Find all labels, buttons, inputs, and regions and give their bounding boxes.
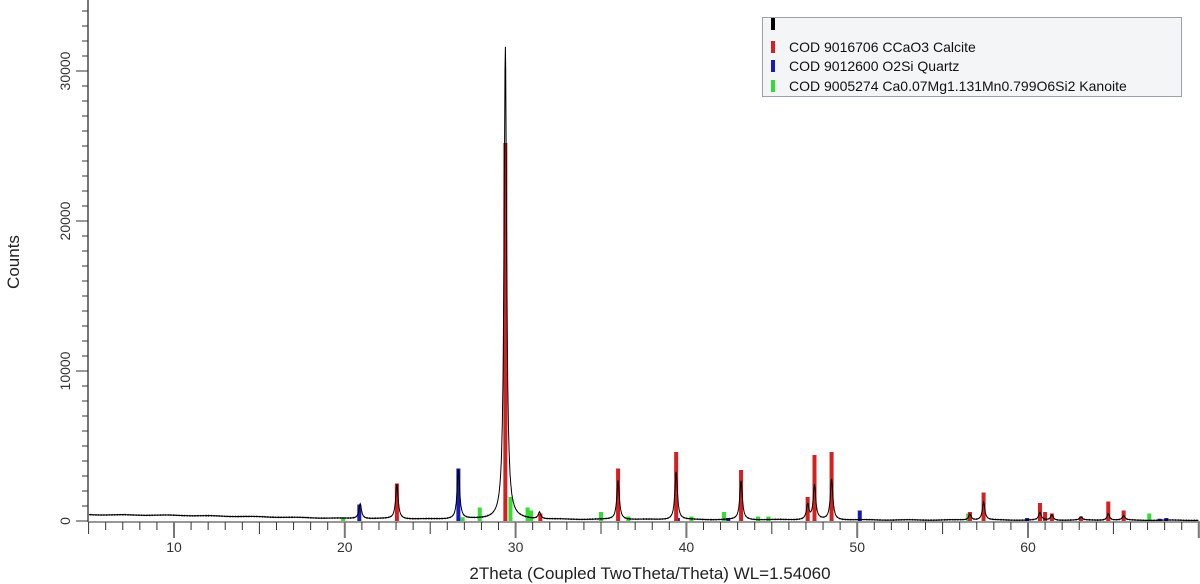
legend-label: COD 9012600 O2Si Quartz <box>789 58 960 74</box>
reference-stick <box>1106 501 1111 521</box>
reference-stick <box>674 452 679 521</box>
x-ticks: 10 20 30 40 50 60 <box>88 522 1200 555</box>
reference-stick <box>857 510 862 521</box>
legend-swatch-green <box>771 80 775 92</box>
reference-stick <box>456 468 461 521</box>
x-axis-title: 2Theta (Coupled TwoTheta/Theta) WL=1.540… <box>469 564 830 583</box>
reference-stick <box>503 143 508 521</box>
legend-swatch-red <box>771 41 775 53</box>
reference-stick <box>460 517 465 521</box>
measured-pattern-line <box>88 46 1199 522</box>
y-ticks: 0 10000 20000 30000 <box>57 10 88 525</box>
reference-stick <box>1164 518 1169 521</box>
reference-stick <box>525 507 530 521</box>
legend-item-measured <box>771 18 789 33</box>
legend-swatch-blue <box>771 60 775 72</box>
x-tick-label: 30 <box>508 539 524 555</box>
legend-label: COD 9016706 CCaO3 Calcite <box>789 39 976 55</box>
reference-stick <box>1049 513 1054 521</box>
reference-stick <box>805 497 810 521</box>
y-tick-label: 20000 <box>57 201 73 240</box>
legend-item-kanoite: COD 9005274 Ca0.07Mg1.131Mn0.799O6Si2 Ka… <box>771 77 1127 95</box>
reference-stick <box>599 512 603 521</box>
reference-stick <box>341 517 346 521</box>
reference-stick <box>1078 516 1083 521</box>
y-tick-label: 0 <box>57 517 73 525</box>
reference-stick <box>357 504 362 521</box>
x-tick-label: 20 <box>337 539 353 555</box>
reference-stick <box>538 513 543 521</box>
reference-stick <box>981 492 986 521</box>
y-tick-label: 30000 <box>57 51 73 90</box>
reference-stick <box>829 452 834 521</box>
x-tick-label: 50 <box>849 539 865 555</box>
legend-item-quartz: COD 9012600 O2Si Quartz <box>771 57 959 75</box>
reference-stick <box>1043 512 1048 521</box>
reference-stick <box>721 512 726 521</box>
reference-stick <box>1147 513 1152 521</box>
legend-label: COD 9005274 Ca0.07Mg1.131Mn0.799O6Si2 Ka… <box>789 78 1127 94</box>
x-tick-label: 10 <box>166 539 182 555</box>
reference-stick <box>739 470 744 521</box>
reference-stick <box>726 518 731 521</box>
legend-swatch-black <box>771 18 775 30</box>
legend: COD 9016706 CCaO3 Calcite COD 9012600 O2… <box>762 17 1182 97</box>
reference-stick <box>616 468 621 521</box>
reference-stick <box>508 497 513 521</box>
y-axis-title: Counts <box>4 235 23 289</box>
reference-stick <box>477 507 482 521</box>
legend-item-calcite: COD 9016706 CCaO3 Calcite <box>771 38 976 56</box>
reference-stick <box>812 455 817 521</box>
axes: 0 10000 20000 30000 10 20 30 40 50 60 <box>57 0 1200 555</box>
y-tick-label: 10000 <box>57 351 73 390</box>
reference-stick <box>967 512 972 521</box>
reference-stick <box>766 516 771 521</box>
x-tick-label: 40 <box>679 539 695 555</box>
reference-stick <box>394 483 399 521</box>
reference-stick <box>756 516 761 521</box>
x-tick-label: 60 <box>1020 539 1036 555</box>
reference-stick <box>528 510 533 521</box>
plot-area <box>88 46 1199 522</box>
